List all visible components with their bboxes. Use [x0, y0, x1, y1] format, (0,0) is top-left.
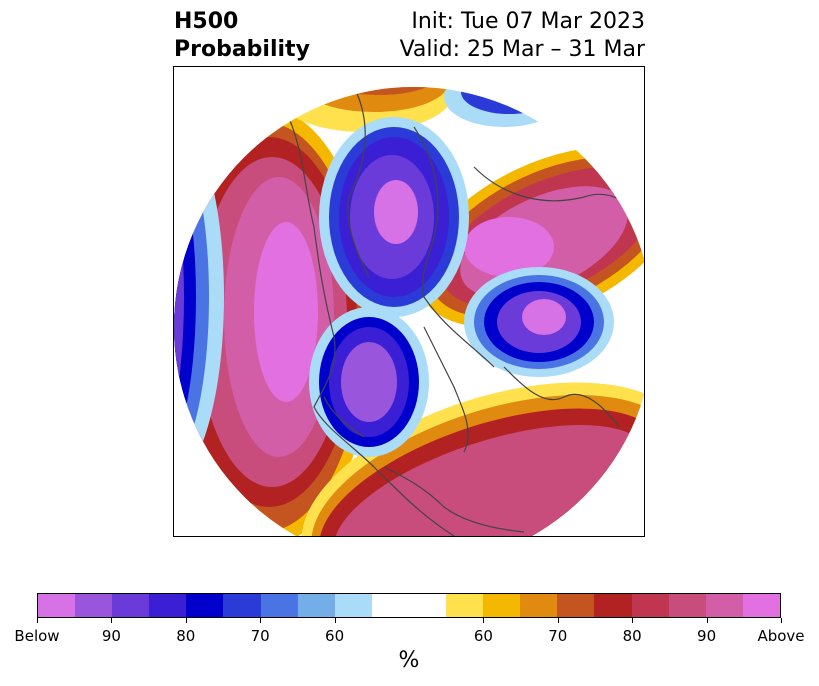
colorbar-bin — [705, 594, 743, 617]
colorbar-bin — [112, 594, 150, 617]
colorbar-tick-label: 90 — [101, 627, 121, 645]
coastlines — [283, 87, 644, 536]
colorbar-bin — [631, 594, 669, 617]
colorbar-bin — [75, 594, 113, 617]
init-label: Init: Tue 07 Mar 2023 — [411, 9, 645, 34]
colorbar-tick-mark — [111, 618, 113, 623]
colorbar-tick-mark — [557, 618, 559, 623]
colorbar-tick-label: Below — [14, 627, 60, 645]
colorbar-tick-mark — [483, 618, 485, 623]
colorbar-bin — [297, 594, 335, 617]
colorbar-tick-label: 60 — [325, 627, 345, 645]
colorbar-bin — [38, 594, 76, 617]
below-region-northeast — [444, 87, 564, 127]
valid-label: Valid: 25 Mar – 31 Mar — [399, 37, 645, 62]
colorbar-bin — [223, 594, 261, 617]
colorbar-tick-label: Above — [757, 627, 805, 645]
colorbar-tick-label: 80 — [622, 627, 642, 645]
colorbar-tick-mark — [37, 618, 38, 623]
colorbar-tick-label: 60 — [473, 627, 493, 645]
colorbar-tick-label: 90 — [697, 627, 717, 645]
colorbar-bin — [594, 594, 632, 617]
below-region-canada — [309, 307, 429, 457]
colorbar-tick-mark — [260, 618, 262, 623]
colorbar-bin — [446, 594, 484, 617]
colorbar-tick-label: 80 — [176, 627, 196, 645]
colorbar-bin — [260, 594, 298, 617]
map-title: H500 Probability — [174, 8, 310, 64]
colorbar-tick-label: 70 — [250, 627, 270, 645]
colorbar-tick-mark — [185, 618, 187, 623]
colorbar-bin — [371, 594, 447, 617]
above-region-eurasia — [418, 146, 644, 328]
colorbar-bin — [557, 594, 595, 617]
colorbar-unit-label: % — [398, 648, 420, 673]
title-line-1: H500 — [174, 9, 239, 34]
colorbar-tick-label: 70 — [548, 627, 568, 645]
colorbar-tick-mark — [781, 618, 782, 623]
map-svg — [174, 87, 644, 536]
colorbar-tick-mark — [334, 618, 336, 623]
date-info: Init: Tue 07 Mar 2023 Valid: 25 Mar – 31… — [400, 8, 645, 64]
probability-map — [173, 66, 645, 537]
colorbar — [37, 593, 781, 618]
colorbar-bin — [520, 594, 558, 617]
colorbar-bin — [186, 594, 224, 617]
colorbar-tick-mark — [706, 618, 708, 623]
colorbar-bin — [149, 594, 187, 617]
below-region-central — [319, 117, 469, 317]
colorbar-bin — [742, 594, 780, 617]
colorbar-bin — [668, 594, 706, 617]
title-line-2: Probability — [174, 37, 310, 62]
below-region-east — [464, 267, 614, 377]
colorbar-tick-mark — [632, 618, 634, 623]
colorbar-bin — [334, 594, 372, 617]
colorbar-bin — [483, 594, 521, 617]
